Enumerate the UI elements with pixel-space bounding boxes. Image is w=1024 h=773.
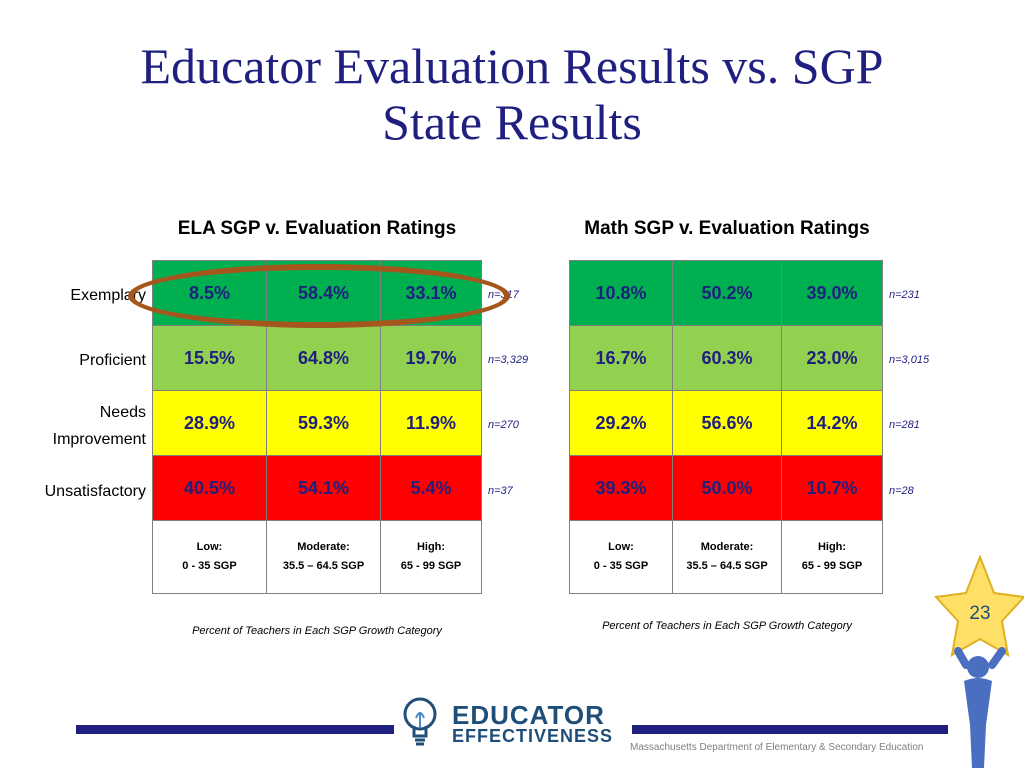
math-proficient-low: 16.7%	[569, 325, 673, 391]
footer-bar-left	[76, 725, 394, 734]
math-exemplary-low: 10.8%	[569, 260, 673, 326]
math-exemplary-moderate: 50.2%	[672, 260, 782, 326]
row-label-needs-line2: Improvement	[52, 431, 146, 448]
row-label-needs-line1: Needs	[99, 404, 146, 421]
ela-row-category-labels: Low: 0 - 35 SGP Moderate: 35.5 – 64.5 SG…	[152, 520, 482, 594]
lightbulb-icon	[400, 696, 440, 752]
slide-title: Educator Evaluation Results vs. SGP Stat…	[0, 38, 1024, 150]
ela-proficient-low: 15.5%	[152, 325, 267, 391]
ela-category-high-title: High:	[416, 541, 446, 553]
math-caption: Percent of Teachers in Each SGP Growth C…	[602, 620, 852, 632]
math-row-unsatisfactory: 39.3% 50.0% 10.7%	[569, 455, 883, 521]
math-row-category-labels: Low: 0 - 35 SGP Moderate: 35.5 – 64.5 SG…	[569, 520, 883, 594]
ela-proficient-moderate: 64.8%	[266, 325, 381, 391]
page-number: 23	[969, 603, 991, 624]
ela-category-moderate-range: 35.5 – 64.5 SGP	[282, 560, 365, 572]
title-line-2: State Results	[382, 94, 642, 150]
math-category-low-title: Low:	[608, 541, 634, 553]
math-proficient-high: 23.0%	[781, 325, 883, 391]
ela-needs-low: 28.9%	[152, 390, 267, 456]
math-n-proficient: n=3,015	[889, 354, 930, 366]
title-line-1: Educator Evaluation Results vs. SGP	[140, 38, 884, 94]
math-n-unsatisfactory: n=28	[889, 485, 914, 497]
math-unsatisfactory-moderate: 50.0%	[672, 455, 782, 521]
highlight-ellipse	[128, 264, 510, 328]
math-exemplary-high: 39.0%	[781, 260, 883, 326]
math-category-low-range: 0 - 35 SGP	[593, 560, 649, 572]
math-row-exemplary: 10.8% 50.2% 39.0%	[569, 260, 883, 326]
math-category-high-range: 65 - 99 SGP	[801, 560, 863, 572]
ela-category-low-title: Low:	[196, 541, 223, 553]
row-label-needs-improvement: Needs Improvement	[6, 399, 146, 453]
math-n-exemplary: n=231	[889, 289, 920, 301]
ela-needs-high: 11.9%	[380, 390, 482, 456]
ela-category-moderate-title: Moderate:	[297, 541, 350, 553]
math-category-high-title: High:	[817, 541, 847, 553]
ela-row-unsatisfactory: 40.5% 54.1% 5.4%	[152, 455, 482, 521]
ela-n-needs: n=270	[488, 419, 519, 431]
logo-line-1: EDUCATOR	[452, 700, 605, 730]
math-n-needs: n=281	[889, 419, 920, 431]
row-label-exemplary: Exemplary	[70, 287, 146, 304]
math-category-moderate-range: 35.5 – 64.5 SGP	[686, 560, 768, 572]
math-table-heading: Math SGP v. Evaluation Ratings	[584, 218, 870, 239]
ela-unsatisfactory-moderate: 54.1%	[266, 455, 381, 521]
math-unsatisfactory-high: 10.7%	[781, 455, 883, 521]
ela-row-needs-improvement: 28.9% 59.3% 11.9%	[152, 390, 482, 456]
row-label-proficient: Proficient	[79, 352, 146, 369]
ela-table-heading: ELA SGP v. Evaluation Ratings	[177, 218, 457, 239]
ela-unsatisfactory-high: 5.4%	[380, 455, 482, 521]
ela-n-unsatisfactory: n=37	[488, 485, 513, 497]
math-needs-low: 29.2%	[569, 390, 673, 456]
ela-category-low: Low: 0 - 35 SGP	[152, 520, 267, 594]
math-category-moderate-title: Moderate:	[700, 541, 754, 553]
row-label-unsatisfactory: Unsatisfactory	[44, 483, 146, 500]
math-needs-moderate: 56.6%	[672, 390, 782, 456]
math-table: 10.8% 50.2% 39.0% 16.7% 60.3% 23.0% 29.2…	[569, 260, 883, 594]
math-category-moderate: Moderate: 35.5 – 64.5 SGP	[672, 520, 782, 594]
math-row-proficient: 16.7% 60.3% 23.0%	[569, 325, 883, 391]
footer-text: Massachusetts Department of Elementary &…	[630, 742, 924, 753]
star-person-icon	[920, 554, 1024, 768]
ela-category-high-range: 65 - 99 SGP	[400, 560, 462, 572]
math-category-low: Low: 0 - 35 SGP	[569, 520, 673, 594]
ela-caption: Percent of Teachers in Each SGP Growth C…	[192, 625, 442, 637]
logo-line-2: EFFECTIVENESS	[452, 726, 614, 746]
ela-n-proficient: n=3,329	[488, 354, 529, 366]
ela-category-low-range: 0 - 35 SGP	[182, 560, 237, 572]
math-category-high: High: 65 - 99 SGP	[781, 520, 883, 594]
ela-unsatisfactory-low: 40.5%	[152, 455, 267, 521]
math-needs-high: 14.2%	[781, 390, 883, 456]
footer-bar-right	[632, 725, 948, 734]
ela-proficient-high: 19.7%	[380, 325, 482, 391]
ela-category-high: High: 65 - 99 SGP	[380, 520, 482, 594]
math-row-needs-improvement: 29.2% 56.6% 14.2%	[569, 390, 883, 456]
math-proficient-moderate: 60.3%	[672, 325, 782, 391]
math-unsatisfactory-low: 39.3%	[569, 455, 673, 521]
ela-row-proficient: 15.5% 64.8% 19.7%	[152, 325, 482, 391]
ela-needs-moderate: 59.3%	[266, 390, 381, 456]
ela-category-moderate: Moderate: 35.5 – 64.5 SGP	[266, 520, 381, 594]
